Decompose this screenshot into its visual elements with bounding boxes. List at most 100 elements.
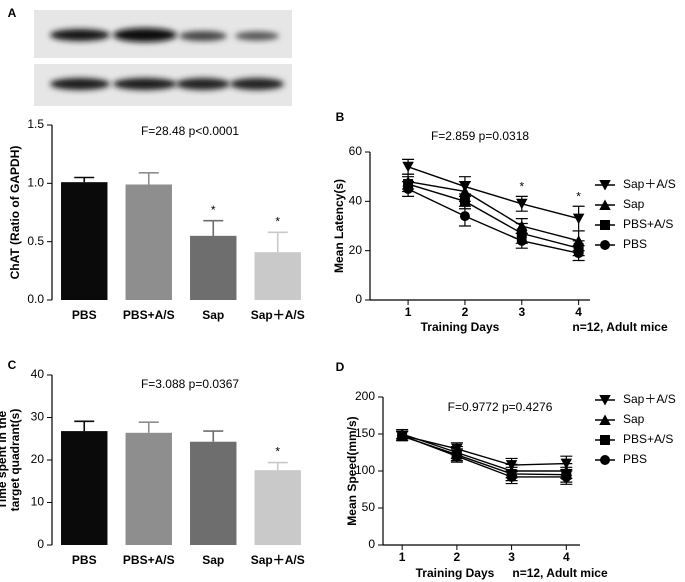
- x-tick-label: 2: [462, 305, 469, 319]
- significance: *: [275, 215, 280, 229]
- y-tick-label: 200: [355, 389, 375, 403]
- x-tick-label: Sap: [202, 553, 224, 567]
- marker: [459, 196, 470, 207]
- significance: *: [576, 189, 581, 203]
- legend-marker: [600, 455, 610, 465]
- y-tick-label: 0.5: [27, 234, 44, 248]
- series-line: [407, 183, 579, 249]
- stat-annotation: F=3.088 p=0.0367: [141, 377, 239, 391]
- y-tick-label: 60: [349, 144, 363, 158]
- marker: [402, 161, 414, 173]
- panel-label: A: [8, 6, 17, 20]
- marker: [572, 213, 585, 225]
- blot-gapdh: [34, 64, 292, 106]
- marker: [573, 248, 584, 259]
- y-tick-label: 100: [355, 463, 375, 477]
- note: n=12, Adult mice: [512, 566, 608, 580]
- marker: [561, 471, 572, 482]
- y-axis-label: Mean Speed(mm/s): [345, 416, 359, 525]
- bar: [190, 441, 237, 545]
- x-tick-label: PBS+A/S: [123, 553, 175, 567]
- marker: [516, 198, 528, 210]
- legend-marker: [600, 435, 610, 445]
- y-axis-label: target quadrant(s): [8, 409, 22, 512]
- y-tick-label: 0: [368, 537, 375, 551]
- stat-annotation: F=28.48 p<0.0001: [141, 124, 239, 138]
- y-axis-label: ChAT (Ratio of GAPDH): [8, 146, 22, 280]
- significance: *: [519, 180, 524, 194]
- x-axis-label: Training Days: [421, 320, 500, 334]
- panel-label: D: [336, 360, 345, 374]
- y-tick-label: 0: [355, 292, 362, 306]
- error-bar: [203, 430, 224, 442]
- y-tick-label: 150: [355, 426, 375, 440]
- legend-label: PBS+A/S: [623, 217, 673, 231]
- x-axis-label: Training Days: [416, 566, 495, 580]
- series-line: [407, 188, 579, 254]
- y-tick-label: 0: [37, 537, 44, 551]
- bar: [61, 431, 108, 545]
- error-bar: [203, 219, 224, 236]
- legend-marker: [599, 414, 611, 425]
- x-tick-label: 4: [563, 550, 570, 564]
- bar: [125, 184, 172, 300]
- series-line: [407, 166, 579, 220]
- blot-chat: [34, 10, 292, 58]
- series-line: [407, 180, 579, 242]
- marker: [403, 184, 414, 194]
- y-tick-label: 1.5: [27, 117, 44, 131]
- legend-label: Sap＋A/S: [623, 177, 676, 191]
- error-bar: [267, 231, 288, 253]
- legend-label: PBS+A/S: [623, 432, 673, 446]
- x-tick-label: 4: [575, 305, 582, 319]
- bar: [61, 182, 108, 300]
- marker: [516, 235, 527, 246]
- y-axis-label: Time spent in the: [0, 410, 9, 509]
- x-tick-label: Sap＋A/S: [251, 553, 305, 567]
- marker: [459, 211, 470, 222]
- series-line: [401, 433, 567, 472]
- bar: [254, 252, 301, 300]
- y-tick-label: 20: [349, 243, 363, 257]
- legend-label: PBS: [623, 452, 647, 466]
- x-tick-label: PBS: [72, 308, 97, 322]
- y-tick-label: 10: [31, 495, 45, 509]
- y-axis-label: Mean Latency(s): [332, 179, 346, 273]
- x-tick-label: PBS: [72, 553, 97, 567]
- y-tick-label: 40: [31, 367, 45, 381]
- error-bar: [74, 420, 95, 432]
- marker: [451, 451, 462, 462]
- panel-label: B: [336, 110, 345, 124]
- bar: [254, 470, 301, 545]
- marker: [506, 471, 517, 482]
- legend-label: Sap＋A/S: [623, 392, 676, 406]
- x-tick-label: Sap＋A/S: [251, 308, 305, 322]
- y-tick-label: 1.0: [27, 176, 44, 190]
- error-bar: [267, 461, 288, 471]
- y-tick-label: 20: [31, 452, 45, 466]
- x-tick-label: PBS+A/S: [123, 308, 175, 322]
- legend-label: PBS: [623, 237, 647, 251]
- stat-annotation: F=2.859 p=0.0318: [431, 129, 529, 143]
- legend-marker: [600, 220, 610, 230]
- error-bar: [138, 421, 159, 433]
- y-tick-label: 50: [362, 500, 376, 514]
- legend-marker: [599, 395, 611, 406]
- significance: *: [211, 203, 216, 217]
- legend-marker: [599, 180, 611, 191]
- y-tick-label: 40: [349, 194, 363, 208]
- marker: [397, 430, 408, 441]
- panel-label: C: [8, 358, 17, 372]
- x-tick-label: Sap: [202, 308, 224, 322]
- x-tick-label: 1: [399, 550, 406, 564]
- series-line: [401, 434, 567, 478]
- legend-marker: [599, 199, 611, 210]
- significance: *: [275, 445, 280, 459]
- x-tick-label: 3: [518, 305, 525, 319]
- error-bar: [138, 172, 159, 185]
- x-tick-label: 2: [454, 550, 461, 564]
- legend-marker: [600, 240, 610, 250]
- legend-label: Sap: [623, 412, 645, 426]
- note: n=12, Adult mice: [572, 320, 668, 334]
